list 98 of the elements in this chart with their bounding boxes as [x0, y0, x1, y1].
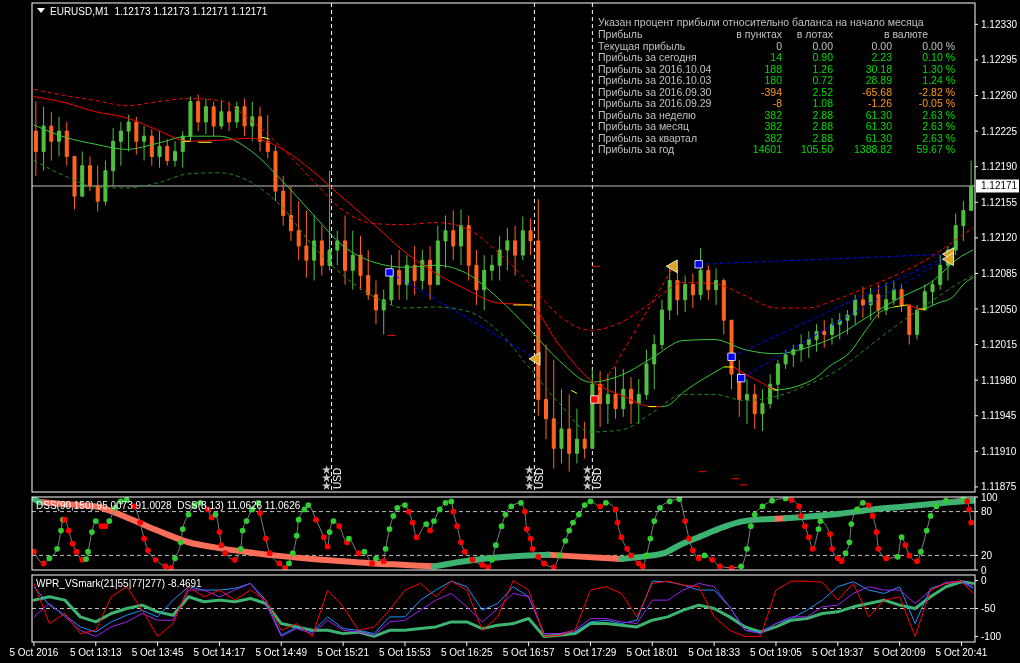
x-tick-label: 5 Oct 19:05 [750, 647, 803, 658]
x-tick-label: 5 Oct 14:17 [193, 647, 246, 658]
data-label: 0.10 % [922, 51, 955, 64]
data-label: -2.82 % [918, 85, 955, 98]
x-tick-label: 5 Oct 14:49 [255, 647, 308, 658]
category-label: Прибыль за 2016.09.30 [598, 85, 712, 98]
data-label: -1.26 [868, 97, 893, 110]
y-tick-label: 0 [981, 564, 987, 576]
data-label: 14 [770, 51, 783, 64]
ref-line-label: 1.12171 [981, 180, 1018, 192]
data-label: 30.18 [865, 62, 893, 75]
y-tick-label: 0 [981, 575, 987, 587]
ref-line-label: USD [592, 467, 604, 489]
data-label: 61.30 [865, 108, 893, 121]
chart-title: EURUSD,M1 1.12173 1.12173 1.12171 1.12171 [50, 5, 268, 17]
text: в лотах [796, 27, 834, 40]
category-label: Текущая прибыль [598, 39, 686, 52]
y-tick-label: 1.12260 [981, 90, 1018, 102]
text: в валюте [883, 27, 929, 40]
y-tick-label: 1.12050 [981, 303, 1018, 315]
y-tick-label: 1.11980 [981, 374, 1017, 386]
data-label: 0 [776, 39, 783, 52]
ref-line-label: USD [331, 467, 343, 489]
data-label: 2.52 [812, 85, 834, 98]
category-label: Прибыль за квартал [598, 131, 698, 144]
data-label: 14601 [752, 143, 783, 156]
y-tick-label: 1.12225 [981, 125, 1018, 137]
data-label: 382 [764, 108, 783, 121]
x-tick-label: 5 Oct 18:01 [626, 647, 679, 658]
data-label: 1388.82 [854, 143, 893, 156]
x-tick-label: 5 Oct 15:53 [379, 647, 432, 658]
data-label: 1.24 % [922, 74, 955, 87]
y-tick-label: -100 [981, 630, 1002, 642]
chart-title: WPR_VSmark(21|55|77|277) -8.4691 [36, 577, 203, 589]
y-tick-label: 1.12155 [981, 196, 1018, 208]
y-tick-label: 1.12190 [981, 161, 1018, 173]
y-tick-label: 20 [981, 549, 993, 561]
y-tick-label: 1.12330 [981, 18, 1018, 30]
y-tick-label: 100 [981, 491, 999, 503]
data-label: 382 [764, 120, 783, 133]
data-label: 61.30 [865, 131, 893, 144]
y-tick-label: 1.12295 [981, 54, 1018, 66]
category-label: Прибыль за неделю [598, 108, 697, 121]
x-tick-label: 5 Oct 15:21 [317, 647, 370, 658]
data-label: -394 [760, 85, 783, 98]
x-tick-label: 5 Oct 19:37 [811, 647, 865, 658]
data-label: 0.00 [812, 39, 834, 52]
x-tick-label: 5 Oct 2016 [9, 647, 59, 658]
x-tick-label: 5 Oct 18:33 [688, 647, 741, 658]
data-label: 382 [764, 131, 783, 144]
category-label: Прибыль за год [598, 143, 675, 156]
y-tick-label: 1.12120 [981, 232, 1018, 244]
category-label: Прибыль за месяц [598, 120, 689, 133]
data-label: 0.00 [871, 39, 893, 52]
data-label: 2.88 [812, 131, 834, 144]
y-tick-label: 1.11875 [981, 481, 1017, 493]
data-label: 0.90 [812, 51, 834, 64]
text: в пунктах [736, 27, 783, 40]
category-label: Прибыль за 2016.10.03 [598, 74, 712, 87]
data-label: -0.05 % [918, 97, 955, 110]
data-label: 0.00 % [922, 39, 955, 52]
data-label: 0.72 [812, 74, 834, 87]
y-tick-label: 1.11910 [981, 445, 1017, 457]
x-tick-label: 5 Oct 16:25 [440, 647, 494, 658]
y-tick-label: 1.11945 [981, 410, 1017, 422]
y-tick-label: 1.12015 [981, 339, 1018, 351]
x-tick-label: 5 Oct 13:13 [69, 647, 123, 658]
data-label: 2.63 % [922, 131, 955, 144]
y-tick-label: 80 [981, 506, 993, 518]
data-label: 2.88 [812, 120, 834, 133]
x-tick-label: 5 Oct 16:57 [502, 647, 555, 658]
data-label: 105.50 [800, 143, 834, 156]
data-label: 2.88 [812, 108, 834, 121]
x-tick-label: 5 Oct 17:29 [564, 647, 617, 658]
y-tick-label: 1.12085 [981, 267, 1018, 279]
data-label: 188 [764, 62, 783, 75]
data-label: 180 [764, 74, 783, 87]
data-label: 61.30 [865, 120, 893, 133]
text: Прибыль [598, 27, 643, 40]
data-label: -65.68 [862, 85, 893, 98]
x-tick-label: 5 Oct 13:45 [131, 647, 184, 658]
data-label: 2.23 [871, 51, 893, 64]
x-tick-label: 5 Oct 20:09 [873, 647, 926, 658]
data-label: 2.63 % [922, 108, 955, 121]
data-label: 1.26 [812, 62, 834, 75]
text: Указан процент прибыли относительно баланса на начало месяца [598, 15, 924, 28]
data-label: -8 [772, 97, 783, 110]
data-label: 59.67 % [916, 143, 955, 156]
data-label: 2.63 % [922, 120, 955, 133]
data-label: 28.89 [865, 74, 893, 87]
data-label: 1.08 [812, 97, 834, 110]
category-label: Прибыль за 2016.09.29 [598, 97, 712, 110]
y-tick-label: -50 [981, 603, 996, 614]
ref-line-label: USD [534, 467, 546, 489]
x-tick-label: 5 Oct 20:41 [935, 647, 988, 658]
data-label: 1.30 % [922, 62, 955, 75]
category-label: Прибыль за сегодня [598, 51, 697, 64]
category-label: Прибыль за 2016.10.04 [598, 62, 712, 75]
